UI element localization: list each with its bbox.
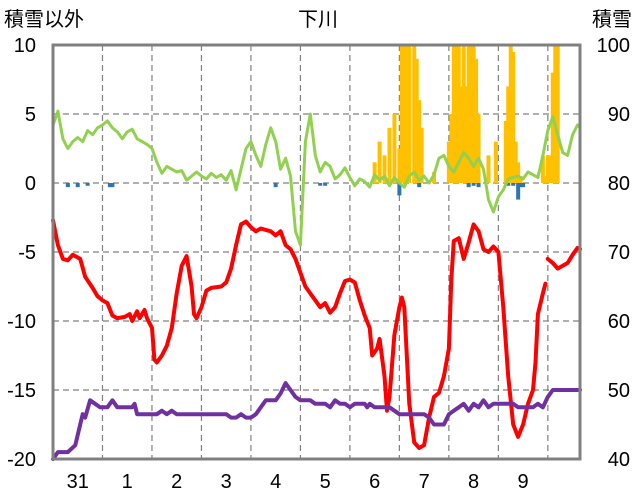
x-tick-label: 5 [320,471,331,493]
right-tick-label: 80 [608,173,630,195]
precipitation-bar [412,45,417,183]
sunshine-bar [516,183,521,200]
chart-title: 下川 [298,9,338,31]
sunshine-bar [518,183,523,188]
precipitation-bar [446,141,451,183]
precipitation-bar [540,155,545,183]
line-series [51,109,582,461]
precipitation-bar [387,127,392,183]
x-tick-label: 1 [122,471,133,493]
precipitation-bar [419,127,424,183]
sunshine-bar [318,183,323,186]
precipitation-bar [459,86,464,183]
precipitation-bar [454,45,459,183]
snow-depth-line [51,381,582,461]
left-tick-label: -20 [7,449,36,471]
sunshine-bar [107,183,112,188]
right-tick-label: 50 [608,380,630,402]
grid-lines [53,45,580,459]
bar-series [65,45,560,200]
precipitation-bar [506,86,511,183]
right-tick-label: 60 [608,311,630,333]
x-tick-label: 4 [270,471,281,493]
precipitation-bar [516,162,521,183]
precipitation-bar [518,176,523,183]
right-axis-label: 積雪 [592,8,632,31]
precipitation-bar [466,45,471,183]
sunshine-bar [110,183,115,188]
precipitation-bar [392,114,397,183]
sunshine-bar [397,183,402,196]
precipitation-bar [543,176,548,183]
precipitation-bar [464,86,469,183]
sunshine-bar [471,183,476,186]
precipitation-bar [550,72,555,183]
temperature-line [51,218,548,450]
right-tick-label: 40 [608,449,630,471]
precipitation-bar [476,114,481,183]
precipitation-bar [399,45,404,183]
precipitation-bar [372,162,377,183]
precipitation-bar [414,58,419,183]
left-tick-label: 10 [14,35,36,57]
precipitation-bar [503,120,508,183]
precipitation-bar [382,155,387,183]
precipitation-bar [545,155,550,183]
x-tick-label: 3 [221,471,232,493]
left-tick-label: -15 [7,380,36,402]
sunshine-bar [65,183,70,188]
precipitation-bar [493,141,498,183]
right-tick-label: 100 [597,35,630,57]
sunshine-bar [476,183,481,188]
precipitation-bar [451,45,456,183]
sunshine-bar [506,183,511,186]
precipitation-bar [511,51,516,184]
sunshine-bar [323,183,328,186]
x-tick-label: 9 [518,471,529,493]
precipitation-bar [402,45,407,183]
sunshine-bar [273,183,278,188]
precipitation-bar [461,45,466,183]
right-tick-label: 70 [608,242,630,264]
left-tick-label: 0 [25,173,36,195]
left-axis-label: 積雪以外 [4,8,84,31]
left-tick-label: -10 [7,311,36,333]
precipitation-bar [474,58,479,183]
temperature-line [545,245,582,271]
sunshine-bar [417,183,422,188]
x-tick-label: 7 [419,471,430,493]
precipitation-bar [513,141,518,183]
right-tick-label: 90 [608,104,630,126]
precipitation-bar [449,114,454,183]
precipitation-bar [471,45,476,183]
precipitation-bar [456,45,461,183]
x-tick-label: 31 [67,471,89,493]
x-tick-label: 2 [171,471,182,493]
precipitation-bar [397,148,402,183]
precipitation-bar [553,45,558,183]
precipitation-bar [555,45,560,183]
wind-line [51,109,582,247]
sunshine-bar [85,183,90,186]
precipitation-bar [469,45,474,183]
precipitation-bar [377,141,382,183]
sunshine-bar [75,183,80,188]
precipitation-bar [486,155,491,183]
precipitation-bar [417,100,422,183]
left-tick-label: -5 [18,242,36,264]
precipitation-bar [404,45,409,183]
plot-frame [51,43,582,461]
sunshine-bar [511,183,516,186]
precipitation-bar [548,155,553,183]
precipitation-bar [508,45,513,183]
precipitation-bar [407,45,412,183]
left-tick-label: 5 [25,104,36,126]
sunshine-bar [521,183,526,188]
x-tick-label: 6 [369,471,380,493]
x-tick-label: 8 [468,471,479,493]
sunshine-bar [466,183,471,188]
